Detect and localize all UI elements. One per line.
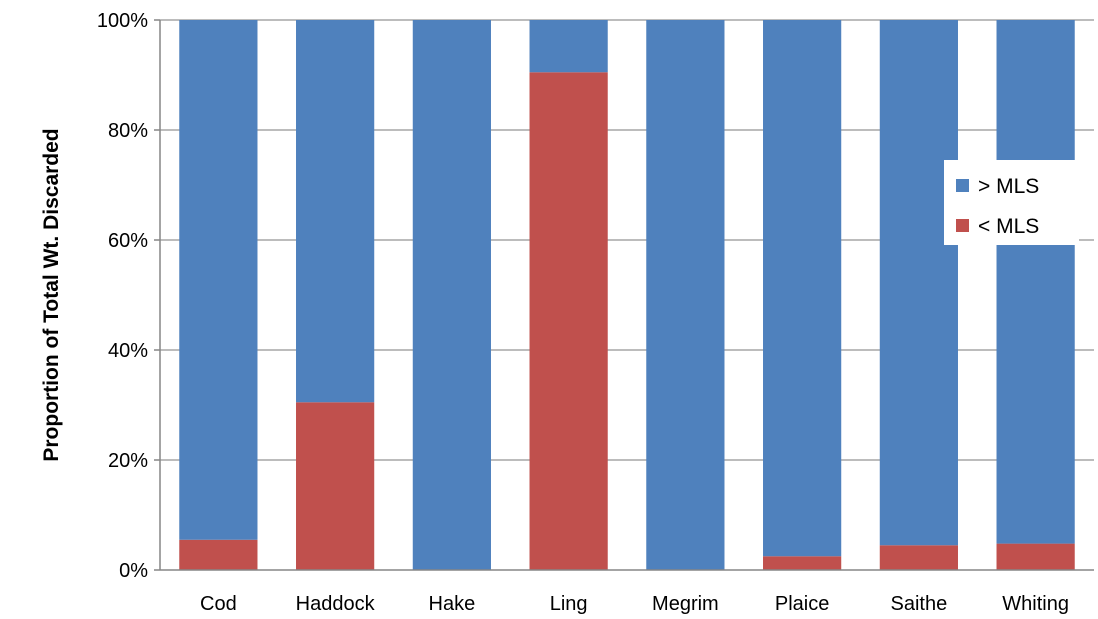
bars: [179, 20, 1075, 570]
x-tick-label: Haddock: [296, 593, 376, 615]
bar-segment-cod-above-mls: [179, 20, 258, 540]
bar-segment-saithe-below-mls: [879, 545, 958, 570]
y-tick-label: 80%: [108, 120, 148, 142]
x-tick-label: Hake: [429, 593, 476, 615]
y-tick-label: 60%: [108, 230, 148, 252]
legend: > MLS < MLS: [944, 160, 1079, 245]
x-tick-label: Plaice: [775, 593, 829, 615]
legend-label-below-mls: < MLS: [978, 215, 1039, 238]
bar-segment-saithe-above-mls: [879, 20, 958, 546]
bar-segment-ling-above-mls: [529, 20, 608, 73]
x-tick-label: Megrim: [652, 593, 719, 615]
y-tick-label: 100%: [97, 10, 148, 32]
y-tick-label: 20%: [108, 450, 148, 472]
y-tick-label: 40%: [108, 340, 148, 362]
bar-segment-hake-above-mls: [412, 20, 491, 570]
legend-label-above-mls: > MLS: [978, 175, 1039, 198]
bar-segment-ling-below-mls: [529, 72, 608, 570]
y-tick-label: 0%: [119, 560, 148, 582]
y-axis-label: Proportion of Total Wt. Discarded: [40, 128, 63, 461]
x-tick-label: Ling: [550, 593, 588, 615]
x-tick-labels: Cod Haddock Hake Ling Megrim Plaice Saithe Whit…: [200, 593, 1069, 615]
axes: [159, 20, 1094, 571]
bar-segment-haddock-above-mls: [296, 20, 375, 403]
x-tick-label: Whiting: [1002, 593, 1069, 615]
bar-segment-plaice-above-mls: [763, 20, 842, 557]
x-tick-label: Saithe: [891, 593, 948, 615]
bar-segment-megrim-above-mls: [646, 20, 725, 570]
legend-swatch-below-mls: [956, 219, 969, 232]
bar-segment-cod-below-mls: [179, 539, 258, 570]
legend-swatch-above-mls: [956, 179, 969, 192]
bar-segment-whiting-below-mls: [996, 543, 1075, 570]
bar-segment-whiting-above-mls: [996, 20, 1075, 544]
y-tick-labels: 0% 20% 40% 60% 80% 100%: [97, 10, 148, 582]
bar-segment-haddock-below-mls: [296, 402, 375, 570]
x-tick-label: Cod: [200, 593, 237, 615]
bar-segment-plaice-below-mls: [763, 556, 842, 570]
